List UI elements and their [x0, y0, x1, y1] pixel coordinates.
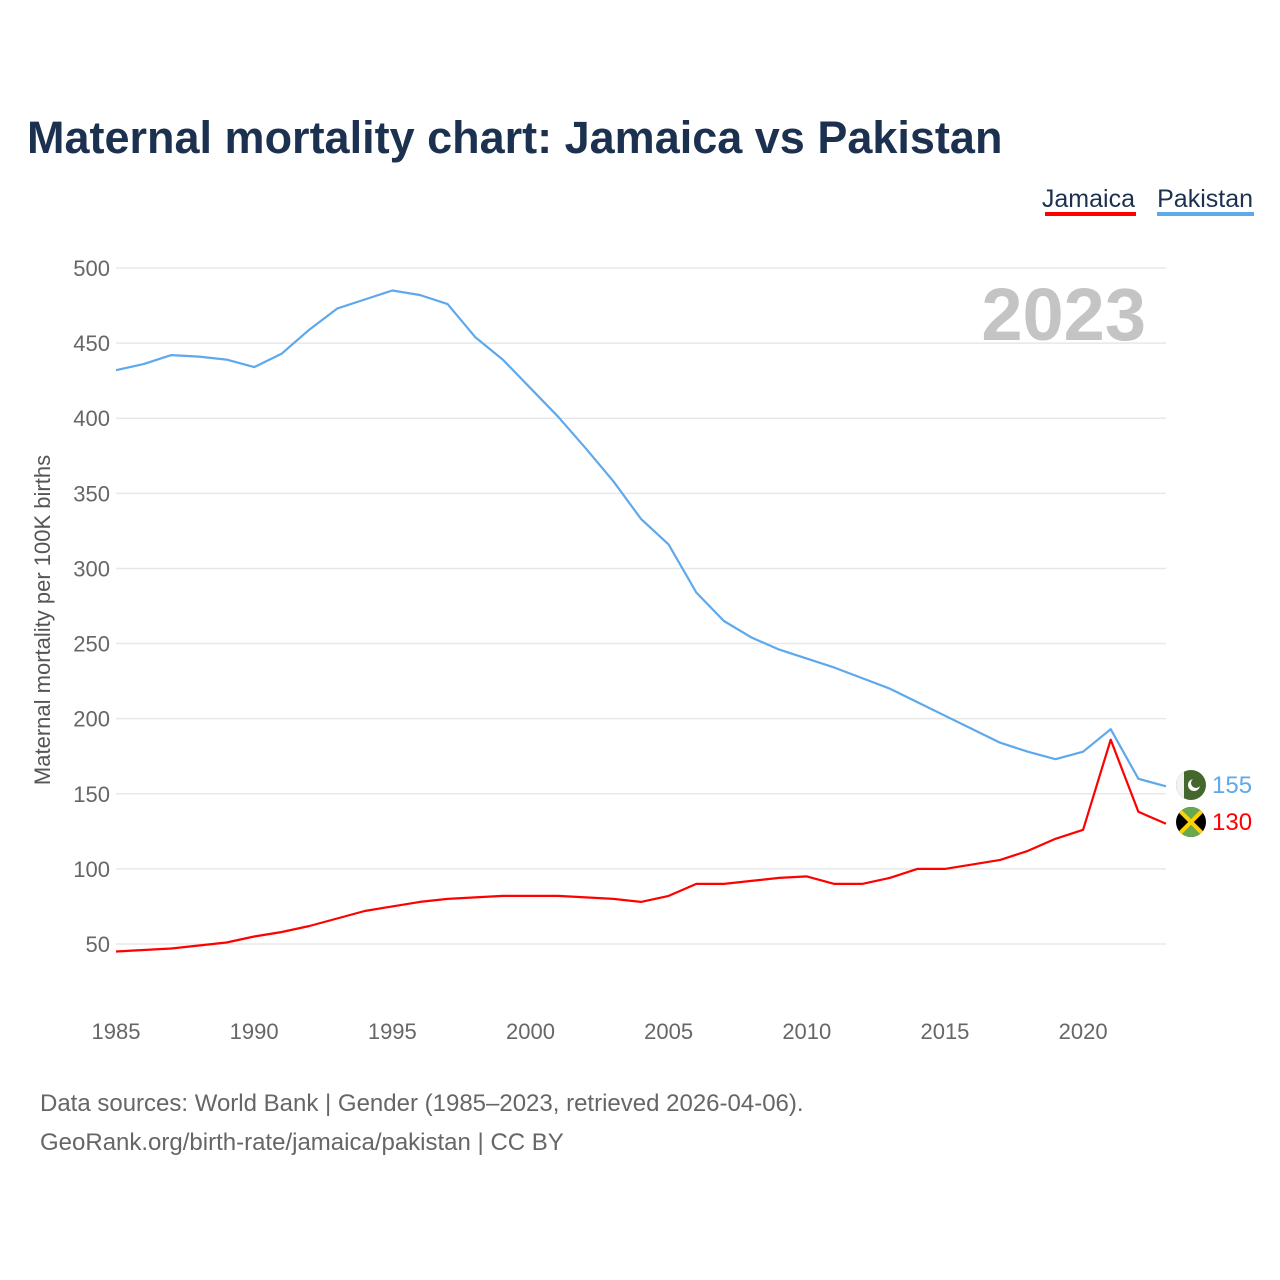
- jamaica-flag-icon: [1176, 807, 1206, 837]
- footer-attribution[interactable]: GeoRank.org/birth-rate/jamaica/pakistan …: [40, 1129, 564, 1156]
- x-tick-label: 2010: [782, 1019, 831, 1044]
- y-tick-label: 300: [73, 556, 110, 581]
- x-tick-label: 1995: [368, 1019, 417, 1044]
- y-tick-label: 50: [86, 932, 110, 957]
- legend-label-pakistan: Pakistan: [1157, 185, 1253, 213]
- x-axis-ticks: 1985 1990 1995 2000 2005 2010 2015 2020: [92, 1019, 1108, 1044]
- y-tick-label: 150: [73, 782, 110, 807]
- gridlines: [116, 267, 1166, 945]
- x-tick-label: 2015: [920, 1019, 969, 1044]
- x-tick-label: 2005: [644, 1019, 693, 1044]
- legend-item-pakistan[interactable]: Pakistan: [1157, 185, 1254, 216]
- y-tick-label: 350: [73, 481, 110, 506]
- x-tick-label: 1985: [92, 1019, 141, 1044]
- y-tick-label: 450: [73, 331, 110, 356]
- y-tick-label: 200: [73, 707, 110, 732]
- chart-title: Maternal mortality chart: Jamaica vs Pak…: [27, 112, 1002, 163]
- y-tick-label: 400: [73, 406, 110, 431]
- series-lines: [115, 289, 1167, 953]
- legend: Jamaica Pakistan: [1042, 185, 1254, 216]
- series-line-jamaica: [115, 738, 1167, 953]
- jamaica-end-value: 130: [1212, 809, 1252, 836]
- legend-label-jamaica: Jamaica: [1042, 185, 1135, 213]
- footer-sources: Data sources: World Bank | Gender (1985–…: [40, 1090, 804, 1117]
- y-tick-label: 100: [73, 857, 110, 882]
- y-axis-label: Maternal mortality per 100K births: [30, 455, 55, 785]
- pakistan-flag-icon: [1176, 770, 1206, 800]
- year-watermark: 2023: [981, 273, 1146, 356]
- x-tick-label: 2000: [506, 1019, 555, 1044]
- y-axis-ticks: 50 100 150 200 250 300 350 400 450 500: [73, 256, 110, 957]
- series-line-pakistan: [115, 289, 1167, 788]
- pakistan-end-value: 155: [1212, 772, 1252, 799]
- y-tick-label: 500: [73, 256, 110, 281]
- x-tick-label: 1990: [230, 1019, 279, 1044]
- y-tick-label: 250: [73, 632, 110, 657]
- legend-swatch-pakistan: [1157, 212, 1254, 216]
- x-tick-label: 2020: [1059, 1019, 1108, 1044]
- legend-item-jamaica[interactable]: Jamaica: [1042, 185, 1136, 216]
- legend-swatch-jamaica: [1045, 212, 1136, 216]
